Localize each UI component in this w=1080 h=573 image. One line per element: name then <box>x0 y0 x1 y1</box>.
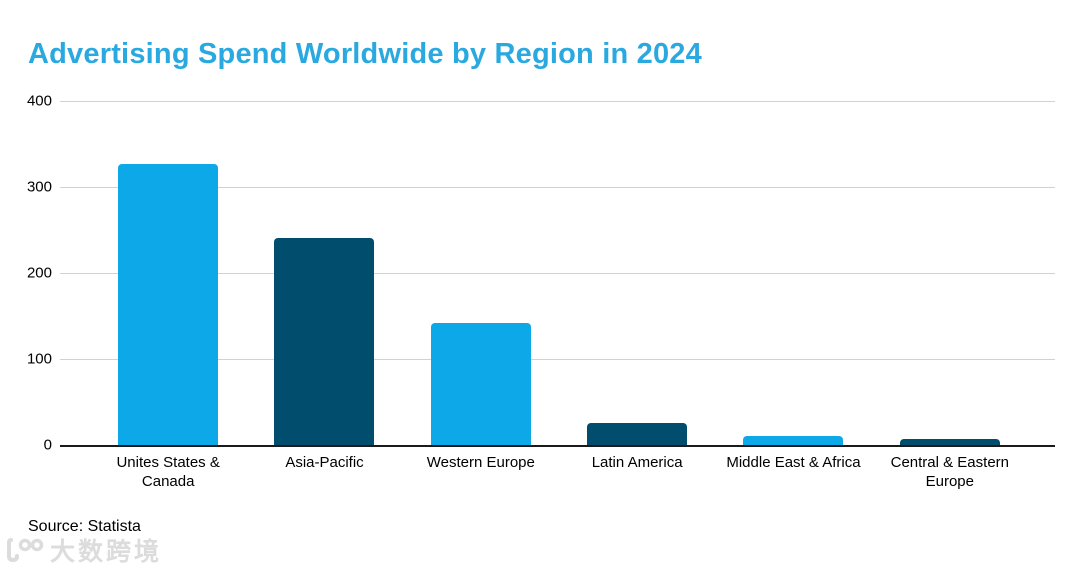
source-note: Source: Statista <box>28 518 141 535</box>
bar-slot <box>90 101 246 445</box>
bar-4 <box>587 422 688 445</box>
x-category-label: Asia-Pacific <box>285 454 364 471</box>
watermark-logo-icon <box>7 538 44 563</box>
plot-area <box>60 101 1055 447</box>
y-tick-label-100: 100 <box>26 350 52 368</box>
bar-slot <box>246 101 402 445</box>
y-axis-labels: 0 100 200 300 400 <box>0 93 52 454</box>
x-category-label: Latin America <box>591 454 683 471</box>
gridline-200 <box>60 273 1055 274</box>
bar-slot <box>559 101 715 445</box>
bars-container <box>60 101 1055 445</box>
bar-3 <box>430 322 531 445</box>
y-tick-label-400: 400 <box>26 92 52 110</box>
x-category-label: Central & Eastern Europe <box>890 454 1009 490</box>
chart-title: Advertising Spend Worldwide by Region in… <box>28 38 702 70</box>
gridline-400 <box>60 101 1055 102</box>
bar-2 <box>274 237 375 445</box>
bar-slot <box>403 101 559 445</box>
x-axis-labels: Unites States & Canada Asia-Pacific Wester… <box>60 453 1055 491</box>
bar-slot <box>715 101 871 445</box>
watermark-text: 大数跨境 <box>50 538 163 566</box>
y-tick-label-200: 200 <box>26 264 52 282</box>
y-tick-label-300: 300 <box>26 178 52 196</box>
y-tick-label-0: 0 <box>43 436 52 454</box>
x-category-label: Unites States & Canada <box>116 454 220 490</box>
gridline-300 <box>60 187 1055 188</box>
x-category-label: Western Europe <box>426 454 535 471</box>
bar-slot <box>872 101 1028 445</box>
bar-1 <box>118 163 219 445</box>
watermark: 大数跨境 <box>5 532 162 568</box>
bar-5 <box>743 436 844 445</box>
gridline-100 <box>60 359 1055 360</box>
bar-6 <box>899 438 1000 445</box>
x-category-label: Middle East & Africa <box>726 454 861 471</box>
